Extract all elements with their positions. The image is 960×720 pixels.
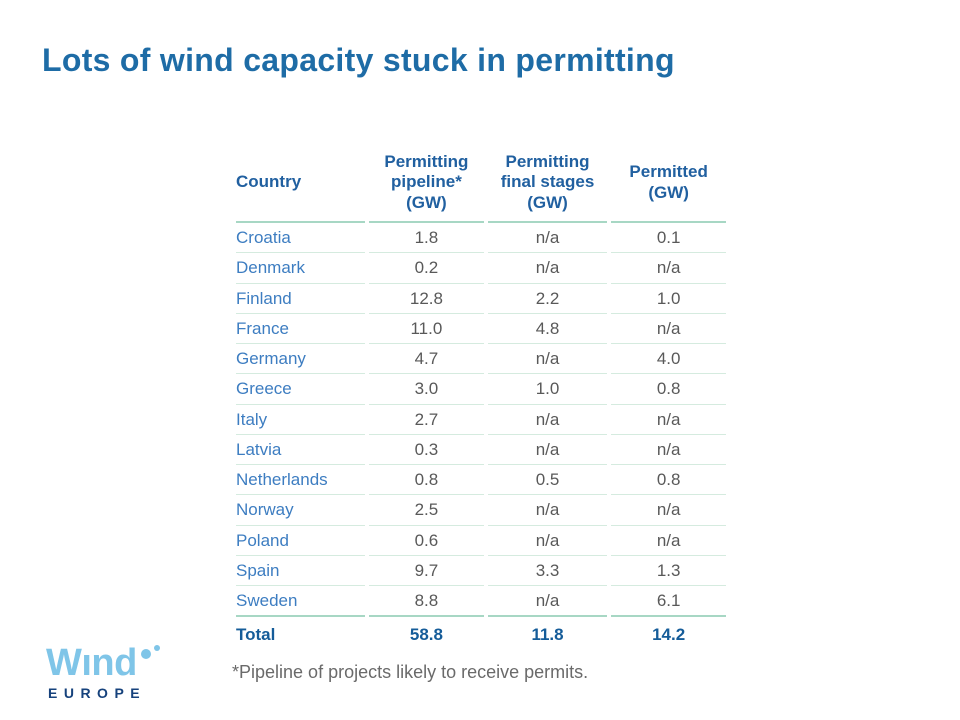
permitting-table: Country Permitting pipeline* (GW) Permit… xyxy=(232,150,730,652)
table-row: Spain 9.7 3.3 1.3 xyxy=(236,556,726,587)
column-header-permitting-final-stages: Permitting final stages (GW) xyxy=(487,150,608,224)
country-cell: France xyxy=(236,314,366,345)
permitting-final-stages-cell: n/a xyxy=(487,495,608,526)
permitted-cell: n/a xyxy=(611,526,726,556)
column-header-country: Country xyxy=(236,150,366,224)
logo-subtext: EUROPE xyxy=(48,685,147,701)
permitting-final-stages-cell: 2.2 xyxy=(487,284,608,314)
country-cell: Norway xyxy=(236,495,366,526)
country-cell: Denmark xyxy=(236,253,366,284)
logo-dots-icon xyxy=(140,644,163,664)
permitted-cell: 4.0 xyxy=(611,344,726,375)
permitting-final-stages-cell: n/a xyxy=(487,405,608,435)
header-row: Country Permitting pipeline* (GW) Permit… xyxy=(236,150,726,224)
column-header-permitted: Permitted (GW) xyxy=(611,150,726,224)
permitting-final-stages-cell: 0.5 xyxy=(487,465,608,496)
permitting-pipeline-cell: 3.0 xyxy=(369,374,484,405)
table-row: Denmark 0.2 n/a n/a xyxy=(236,253,726,284)
permitted-cell: n/a xyxy=(611,253,726,284)
permitting-final-stages-cell: n/a xyxy=(487,223,608,254)
permitted-cell: 1.0 xyxy=(611,284,726,314)
permitting-pipeline-cell: 0.6 xyxy=(369,526,484,556)
permitting-final-stages-cell: 1.0 xyxy=(487,374,608,405)
permitting-pipeline-cell: 0.3 xyxy=(369,435,484,466)
permitting-pipeline-cell: 0.8 xyxy=(369,465,484,496)
permitting-final-stages-cell: 3.3 xyxy=(487,556,608,587)
total-label: Total xyxy=(236,625,276,645)
permitted-cell: n/a xyxy=(611,405,726,435)
country-cell: Croatia xyxy=(236,223,366,254)
total-pipeline-value: 58.8 xyxy=(409,625,443,645)
permitting-final-stages-cell: n/a xyxy=(487,344,608,375)
permitting-pipeline-cell: 12.8 xyxy=(369,284,484,314)
permitting-final-stages-cell: n/a xyxy=(487,253,608,284)
permitting-pipeline-cell: 1.8 xyxy=(369,223,484,254)
logo-dot-small xyxy=(153,645,160,651)
permitted-cell: 0.8 xyxy=(611,374,726,405)
table-row: Norway 2.5 n/a n/a xyxy=(236,495,726,526)
windeurope-logo: Wınd EUROPE xyxy=(46,644,163,701)
table-row: Croatia 1.8 n/a 0.1 xyxy=(236,223,726,254)
table-row: Netherlands 0.8 0.5 0.8 xyxy=(236,465,726,496)
table-body: Croatia 1.8 n/a 0.1 Denmark 0.2 n/a n/a … xyxy=(236,223,726,618)
table-row: Greece 3.0 1.0 0.8 xyxy=(236,374,726,405)
permitted-cell: 0.8 xyxy=(611,465,726,496)
table-header: Country Permitting pipeline* (GW) Permit… xyxy=(236,150,726,224)
permitting-table-section: Country Permitting pipeline* (GW) Permit… xyxy=(232,150,730,683)
permitted-cell: n/a xyxy=(611,435,726,466)
permitting-final-stages-cell: n/a xyxy=(487,435,608,466)
logo-dot-large xyxy=(140,649,151,659)
country-cell: Poland xyxy=(236,526,366,556)
table-footer: Total 58.8 11.8 14.2 xyxy=(236,617,726,651)
permitting-pipeline-cell: 2.5 xyxy=(369,495,484,526)
permitted-cell: 6.1 xyxy=(611,586,726,618)
total-row: Total 58.8 11.8 14.2 xyxy=(236,617,726,651)
permitting-pipeline-cell: 9.7 xyxy=(369,556,484,587)
table-row: France 11.0 4.8 n/a xyxy=(236,314,726,345)
column-header-permitting-pipeline: Permitting pipeline* (GW) xyxy=(369,150,484,224)
permitting-pipeline-cell: 8.8 xyxy=(369,586,484,618)
table-row: Poland 0.6 n/a n/a xyxy=(236,526,726,556)
country-cell: Sweden xyxy=(236,586,366,618)
country-cell: Finland xyxy=(236,284,366,314)
permitting-pipeline-cell: 0.2 xyxy=(369,253,484,284)
permitted-cell: 1.3 xyxy=(611,556,726,587)
total-final-stages-value: 11.8 xyxy=(531,625,564,645)
table-row: Latvia 0.3 n/a n/a xyxy=(236,435,726,466)
total-permitted-value: 14.2 xyxy=(652,625,686,645)
permitted-cell: 0.1 xyxy=(611,223,726,254)
country-cell: Germany xyxy=(236,344,366,375)
permitting-pipeline-cell: 4.7 xyxy=(369,344,484,375)
table-row: Finland 12.8 2.2 1.0 xyxy=(236,284,726,314)
country-cell: Greece xyxy=(236,374,366,405)
table-row: Germany 4.7 n/a 4.0 xyxy=(236,344,726,375)
table-row: Sweden 8.8 n/a 6.1 xyxy=(236,586,726,618)
country-cell: Netherlands xyxy=(236,465,366,496)
country-cell: Italy xyxy=(236,405,366,435)
slide-title: Lots of wind capacity stuck in permittin… xyxy=(42,42,675,78)
permitting-pipeline-cell: 2.7 xyxy=(369,405,484,435)
permitting-final-stages-cell: 4.8 xyxy=(487,314,608,345)
country-cell: Latvia xyxy=(236,435,366,466)
table-footnote: *Pipeline of projects likely to receive … xyxy=(232,661,589,682)
logo-wordmark-row: Wınd xyxy=(46,644,163,682)
logo-wordmark: Wınd xyxy=(46,642,137,684)
country-cell: Spain xyxy=(236,556,366,587)
permitting-final-stages-cell: n/a xyxy=(487,526,608,556)
permitted-cell: n/a xyxy=(611,314,726,345)
permitted-cell: n/a xyxy=(611,495,726,526)
permitting-pipeline-cell: 11.0 xyxy=(369,314,484,345)
permitting-final-stages-cell: n/a xyxy=(487,586,608,618)
table-row: Italy 2.7 n/a n/a xyxy=(236,405,726,435)
